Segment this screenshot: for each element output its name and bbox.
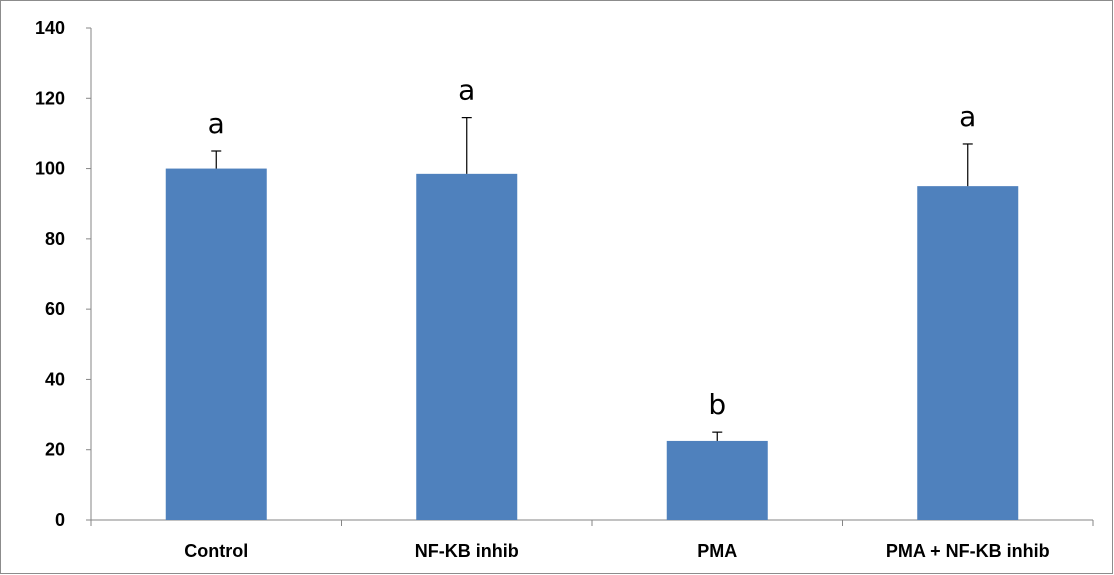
bar-series bbox=[165, 168, 1019, 521]
bar bbox=[666, 440, 768, 520]
y-tick-label: 120 bbox=[35, 88, 65, 108]
y-tick-label: 80 bbox=[45, 229, 65, 249]
plot-area: 0 20 40 60 80 100 120 140 a a b a Control NF-KB inh… bbox=[35, 18, 1094, 561]
y-tick-label: 40 bbox=[45, 369, 65, 389]
significance-label: b bbox=[708, 388, 726, 421]
y-tick-label: 20 bbox=[45, 440, 65, 460]
category-label: NF-KB inhib bbox=[415, 541, 519, 561]
bar bbox=[416, 173, 518, 521]
significance-label: a bbox=[959, 100, 976, 133]
significance-label: a bbox=[208, 107, 225, 140]
y-tick-label: 140 bbox=[35, 18, 65, 38]
category-labels: Control NF-KB inhib PMA PMA + NF-KB inhib bbox=[184, 541, 1049, 561]
category-label: PMA bbox=[697, 541, 737, 561]
bar bbox=[165, 168, 267, 521]
x-axis-ticks bbox=[90, 520, 1094, 526]
error-bars bbox=[211, 117, 973, 441]
y-tick-label: 100 bbox=[35, 159, 65, 179]
category-label: PMA + NF-KB inhib bbox=[886, 541, 1050, 561]
bar bbox=[917, 186, 1019, 520]
significance-labels: a a b a bbox=[208, 74, 977, 422]
y-tick-label: 60 bbox=[45, 299, 65, 319]
y-tick-label: 0 bbox=[55, 510, 65, 530]
category-label: Control bbox=[184, 541, 248, 561]
significance-label: a bbox=[458, 74, 475, 107]
y-axis-ticks: 0 20 40 60 80 100 120 140 bbox=[35, 18, 91, 530]
